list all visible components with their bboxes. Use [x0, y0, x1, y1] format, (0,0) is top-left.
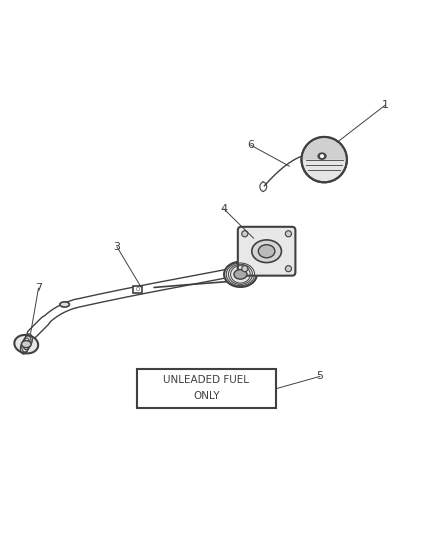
Circle shape	[285, 231, 291, 237]
Bar	[136, 369, 276, 408]
Ellipse shape	[21, 341, 31, 348]
Circle shape	[240, 277, 247, 284]
Ellipse shape	[223, 262, 256, 287]
Ellipse shape	[60, 302, 69, 307]
Text: 5: 5	[316, 372, 323, 382]
Text: 1: 1	[381, 100, 388, 110]
Bar	[133, 286, 141, 293]
Circle shape	[241, 231, 247, 237]
Text: ONLY: ONLY	[193, 391, 219, 401]
Text: UNLEADED FUEL: UNLEADED FUEL	[163, 375, 249, 385]
Circle shape	[241, 265, 247, 272]
Text: 4: 4	[220, 204, 227, 214]
FancyBboxPatch shape	[237, 227, 295, 276]
Text: 3: 3	[113, 242, 120, 252]
Text: 7: 7	[35, 284, 42, 293]
Ellipse shape	[14, 335, 38, 353]
Ellipse shape	[258, 245, 274, 258]
Text: O: O	[135, 287, 139, 292]
Ellipse shape	[233, 270, 247, 279]
Circle shape	[319, 154, 324, 159]
Wedge shape	[302, 138, 345, 159]
Ellipse shape	[318, 153, 325, 159]
Ellipse shape	[251, 240, 281, 263]
Circle shape	[301, 137, 346, 182]
Circle shape	[285, 265, 291, 272]
Text: 6: 6	[247, 140, 254, 150]
